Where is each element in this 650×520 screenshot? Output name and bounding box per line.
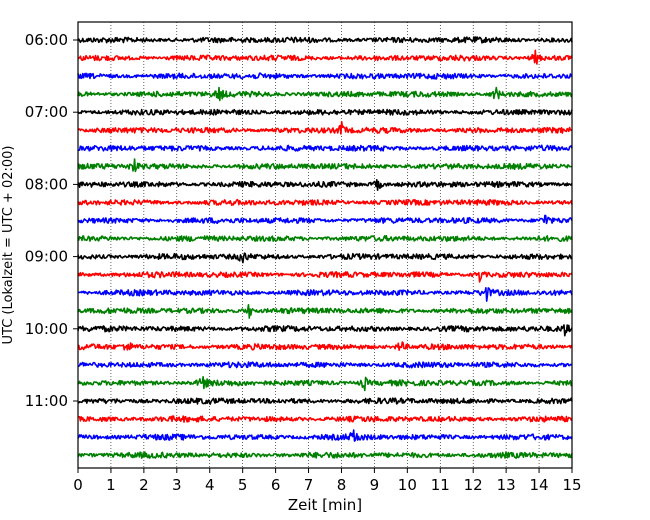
x-tick-label: 10 — [398, 476, 417, 494]
trace-0945 — [77, 304, 573, 319]
x-tick-label: 3 — [172, 476, 182, 494]
y-tick-label: 09:00 — [25, 248, 68, 266]
y-tick-label: 07:00 — [25, 103, 68, 121]
y-tick-label: 11:00 — [25, 392, 68, 410]
x-tick-label: 6 — [271, 476, 281, 494]
trace-1115 — [77, 415, 573, 423]
x-axis-ticks: 0 1 2 3 4 5 6 7 8 9 10 11 12 13 14 15 — [73, 468, 582, 494]
x-tick-label: 13 — [497, 476, 516, 494]
trace-1015 — [77, 341, 573, 351]
y-tick-label: 10:00 — [25, 320, 68, 338]
y-axis-label: UTC (Lokalzeit = UTC + 02:00) — [1, 146, 16, 345]
x-tick-label: 9 — [370, 476, 380, 494]
trace-1130 — [77, 429, 573, 442]
trace-1100 — [77, 397, 573, 405]
x-tick-label: 8 — [337, 476, 347, 494]
trace-0600 — [77, 36, 573, 44]
trace-0800 — [77, 179, 573, 191]
trace-0915 — [77, 271, 573, 283]
x-tick-label: 2 — [139, 476, 149, 494]
trace-0715 — [77, 120, 573, 135]
trace-1000 — [77, 324, 573, 337]
trace-1045 — [77, 376, 573, 392]
trace-0815 — [77, 198, 573, 206]
x-tick-label: 5 — [238, 476, 248, 494]
y-tick-label: 06:00 — [25, 31, 68, 49]
trace-0930 — [77, 287, 573, 302]
trace-group — [77, 36, 573, 459]
plot-frame — [77, 21, 573, 469]
x-tick-label: 12 — [464, 476, 483, 494]
trace-1145 — [77, 451, 573, 459]
trace-0730 — [77, 144, 573, 152]
trace-0745 — [77, 158, 572, 173]
trace-0900 — [77, 252, 573, 264]
trace-0830 — [77, 214, 573, 225]
trace-0845 — [77, 235, 573, 242]
x-axis-label: Zeit [min] — [288, 496, 362, 514]
trace-0645 — [77, 86, 573, 102]
vertical-grid — [110, 22, 540, 468]
trace-0615 — [77, 49, 573, 65]
trace-0630 — [77, 72, 573, 80]
x-tick-label: 15 — [562, 476, 581, 494]
y-axis-ticks: 06:00 07:00 08:00 09:00 10:00 11:00 — [25, 31, 78, 410]
x-tick-label: 14 — [530, 476, 549, 494]
x-tick-label: 11 — [431, 476, 450, 494]
y-tick-label: 08:00 — [25, 175, 68, 193]
x-tick-label: 1 — [106, 476, 116, 494]
x-tick-label: 0 — [73, 476, 83, 494]
x-tick-label: 4 — [205, 476, 215, 494]
trace-1030 — [77, 361, 573, 369]
x-tick-label: 7 — [304, 476, 314, 494]
trace-0700 — [77, 108, 573, 116]
